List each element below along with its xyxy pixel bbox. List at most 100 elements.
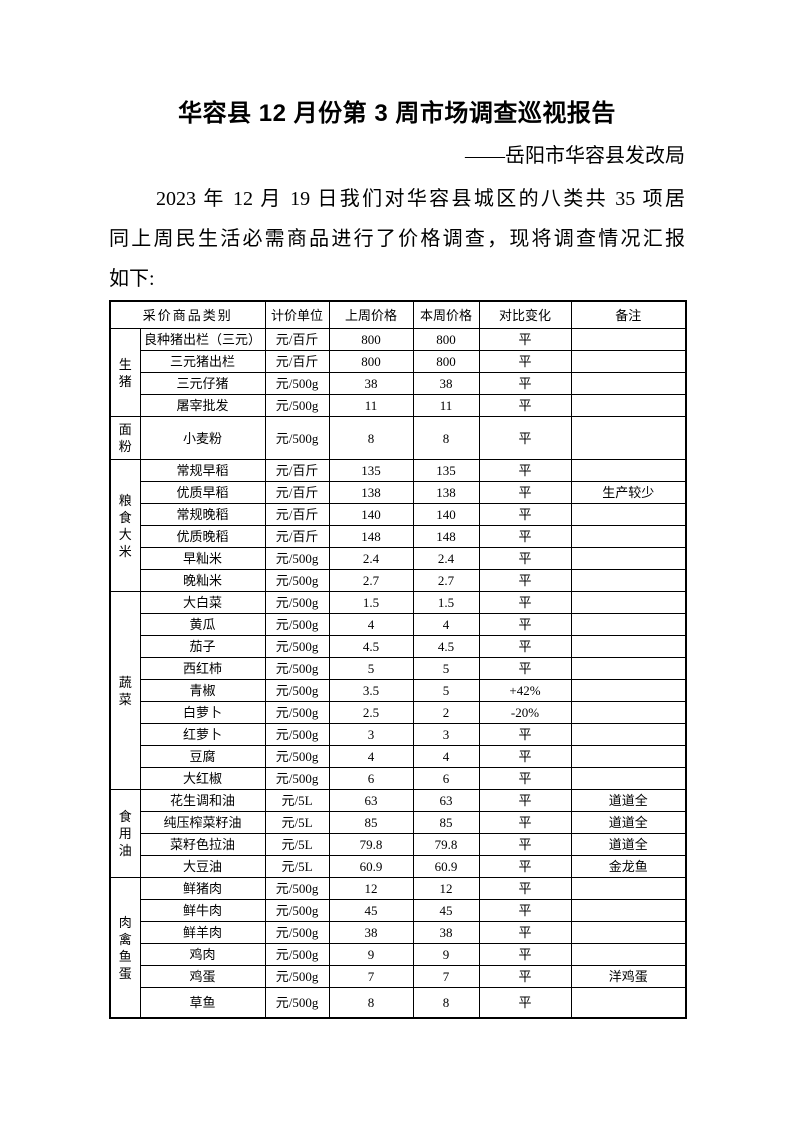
category-cell: 粮食大米 xyxy=(109,459,141,592)
last-week-price-cell: 45 xyxy=(328,899,414,922)
change-cell: +42% xyxy=(478,679,572,702)
table-row: 豆腐 元/500g 4 4 平 xyxy=(110,745,687,768)
last-week-price-cell: 9 xyxy=(328,943,414,966)
table-row: 菜籽色拉油 元/5L 79.8 79.8 平道道全 xyxy=(110,833,687,856)
last-week-price-cell: 85 xyxy=(328,811,414,834)
last-week-price-cell: 800 xyxy=(328,328,414,351)
remark-cell xyxy=(570,877,687,900)
unit-cell: 元/百斤 xyxy=(264,459,330,482)
this-week-price-cell: 5 xyxy=(412,679,480,702)
item-cell: 草鱼 xyxy=(139,987,266,1019)
change-cell: 平 xyxy=(478,767,572,790)
remark-cell xyxy=(570,591,687,614)
this-week-price-cell: 7 xyxy=(412,965,480,988)
this-week-price-cell: 5 xyxy=(412,657,480,680)
item-cell: 鸡肉 xyxy=(139,943,266,966)
unit-cell: 元/500g xyxy=(264,745,330,768)
item-cell: 鲜羊肉 xyxy=(139,921,266,944)
category-cell: 肉禽鱼蛋 xyxy=(109,877,141,1019)
item-cell: 鸡蛋 xyxy=(139,965,266,988)
unit-cell: 元/500g xyxy=(264,547,330,570)
last-week-price-cell: 140 xyxy=(328,503,414,526)
intro-paragraph: 2023 年 12 月 19 日我们对华容县城区的八类共 35 项居 同上周民生… xyxy=(109,179,685,299)
unit-cell: 元/百斤 xyxy=(264,503,330,526)
table-row: 优质晚稻 元/百斤 148 148 平 xyxy=(110,525,687,548)
item-cell: 豆腐 xyxy=(139,745,266,768)
this-week-price-cell: 2.7 xyxy=(412,569,480,592)
remark-cell xyxy=(570,987,687,1019)
change-cell: -20% xyxy=(478,701,572,724)
change-cell: 平 xyxy=(478,833,572,856)
unit-cell: 元/5L xyxy=(264,855,330,878)
this-week-price-cell: 60.9 xyxy=(412,855,480,878)
last-week-price-cell: 6 xyxy=(328,767,414,790)
this-week-price-cell: 38 xyxy=(412,372,480,395)
remark-cell xyxy=(570,767,687,790)
table-row: 早籼米 元/500g 2.4 2.4 平 xyxy=(110,547,687,570)
remark-cell xyxy=(570,503,687,526)
remark-cell: 道道全 xyxy=(570,811,687,834)
unit-cell: 元/500g xyxy=(264,635,330,658)
remark-cell xyxy=(570,416,687,460)
this-week-price-cell: 6 xyxy=(412,767,480,790)
unit-cell: 元/500g xyxy=(264,416,330,460)
change-cell: 平 xyxy=(478,877,572,900)
change-cell: 平 xyxy=(478,525,572,548)
item-cell: 三元仔猪 xyxy=(139,372,266,395)
last-week-price-cell: 1.5 xyxy=(328,591,414,614)
last-week-price-cell: 138 xyxy=(328,481,414,504)
remark-cell: 道道全 xyxy=(570,789,687,812)
change-cell: 平 xyxy=(478,328,572,351)
table-row: 三元仔猪 元/500g 38 38 平 xyxy=(110,372,687,395)
remark-cell xyxy=(570,394,687,417)
change-cell: 平 xyxy=(478,899,572,922)
unit-cell: 元/百斤 xyxy=(264,350,330,373)
this-week-price-cell: 135 xyxy=(412,459,480,482)
price-table: 采价商品类别 计价单位 上周价格 本周价格 对比变化 备注 生猪良种猪出栏（三元… xyxy=(109,300,688,1019)
table-row: 茄子 元/500g 4.5 4.5 平 xyxy=(110,635,687,658)
remark-cell xyxy=(570,613,687,636)
paragraph-line-3: 如下: xyxy=(109,268,155,290)
last-week-price-cell: 3 xyxy=(328,723,414,746)
unit-cell: 元/500g xyxy=(264,899,330,922)
table-row: 鸡肉 元/500g 9 9 平 xyxy=(110,943,687,966)
this-week-price-cell: 4.5 xyxy=(412,635,480,658)
table-row: 鲜羊肉 元/500g 38 38 平 xyxy=(110,921,687,944)
change-cell: 平 xyxy=(478,943,572,966)
change-cell: 平 xyxy=(478,965,572,988)
change-cell: 平 xyxy=(478,635,572,658)
this-week-price-cell: 79.8 xyxy=(412,833,480,856)
last-week-price-cell: 4 xyxy=(328,613,414,636)
this-week-price-cell: 148 xyxy=(412,525,480,548)
unit-cell: 元/500g xyxy=(264,921,330,944)
table-row: 鸡蛋 元/500g 7 7 平洋鸡蛋 xyxy=(110,965,687,988)
table-row: 蔬菜大白菜 元/500g 1.5 1.5 平 xyxy=(109,591,687,790)
item-cell: 鲜猪肉 xyxy=(139,877,266,900)
unit-cell: 元/5L xyxy=(264,833,330,856)
table-row: 食用油花生调和油 元/5L 63 63 平道道全 xyxy=(109,789,687,878)
change-cell: 平 xyxy=(478,723,572,746)
table-row: 常规晚稻 元/百斤 140 140 平 xyxy=(110,503,687,526)
unit-cell: 元/百斤 xyxy=(264,481,330,504)
page-title: 华容县 12 月份第 3 周市场调查巡视报告 xyxy=(178,100,616,127)
change-cell: 平 xyxy=(478,921,572,944)
change-cell: 平 xyxy=(478,372,572,395)
change-cell: 平 xyxy=(478,569,572,592)
header-change: 对比变化 xyxy=(478,300,572,329)
table-row: 鲜牛肉 元/500g 45 45 平 xyxy=(110,899,687,922)
this-week-price-cell: 85 xyxy=(412,811,480,834)
this-week-price-cell: 38 xyxy=(412,921,480,944)
this-week-price-cell: 1.5 xyxy=(412,591,480,614)
remark-cell xyxy=(570,547,687,570)
table-row: 三元猪出栏 元/百斤 800 800 平 xyxy=(110,350,687,373)
item-cell: 屠宰批发 xyxy=(139,394,266,417)
change-cell: 平 xyxy=(478,855,572,878)
change-cell: 平 xyxy=(478,459,572,482)
this-week-price-cell: 800 xyxy=(412,328,480,351)
item-cell: 茄子 xyxy=(139,635,266,658)
this-week-price-cell: 63 xyxy=(412,789,480,812)
category-cell: 食用油 xyxy=(109,789,141,878)
remark-cell xyxy=(570,723,687,746)
last-week-price-cell: 12 xyxy=(328,877,414,900)
table-row: 肉禽鱼蛋鲜猪肉 元/500g 12 12 平 xyxy=(109,877,687,1019)
